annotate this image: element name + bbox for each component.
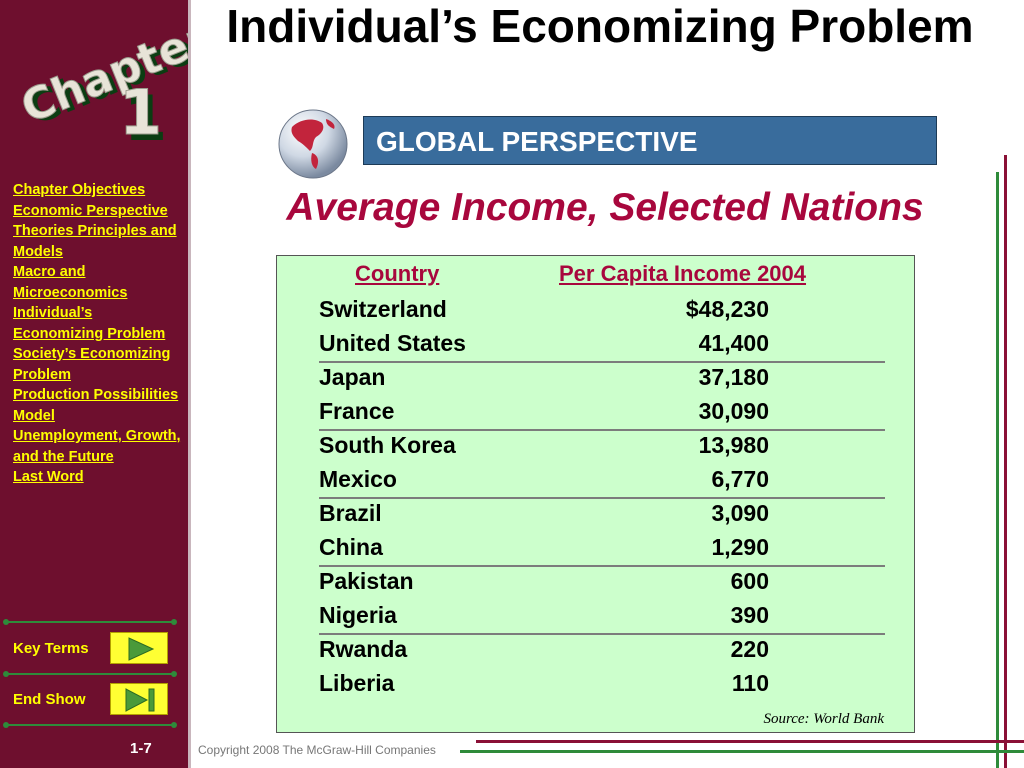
table-row: Japan 37,180 [319,360,769,394]
nav-theories-principles-models[interactable]: Theories Principles and Models [13,223,177,260]
income-cell: 220 [730,636,769,662]
sidebar-divider [3,671,177,677]
copyright: Copyright 2008 The McGraw-Hill Companies [198,743,436,757]
chapter-number: 1 [119,76,162,149]
end-show-label: End Show [13,691,86,708]
global-perspective-banner: GLOBAL PERSPECTIVE [363,116,937,165]
country-cell: Switzerland [319,296,447,322]
table-row: South Korea 13,980 [319,428,769,462]
decor-line-maroon [1004,155,1007,768]
sidebar-rule [188,0,191,768]
column-header-income: Per Capita Income 2004 [559,261,807,286]
nav-economic-perspective[interactable]: Economic Perspective [13,202,168,219]
sidebar-divider [3,722,177,728]
key-terms-button[interactable] [110,632,168,664]
income-cell: 30,090 [698,398,769,424]
end-show-icon [125,688,155,712]
chapter-logo: Chapter Chapter 1 1 [14,12,188,155]
decor-line-maroon-h [476,740,1024,743]
country-cell: Mexico [319,466,397,492]
country-cell: Rwanda [319,636,408,662]
table-row: China 1,290 [319,530,769,564]
country-cell: Brazil [319,500,382,526]
table-row: United States 41,400 [319,326,769,360]
chapter-number-shadow: 1 [124,82,167,155]
nav-individuals-problem[interactable]: Individual’s Economizing Problem [13,305,166,342]
nav-macro-micro[interactable]: Macro and Microeconomics [13,264,128,301]
column-header-country: Country [355,261,440,286]
country-cell: South Korea [319,432,456,458]
table-row: Mexico 6,770 [319,462,769,496]
play-triangle-icon [128,637,155,661]
sidebar: Chapter Chapter 1 1 Chapter Objectives E… [0,0,188,768]
key-terms-label: Key Terms [13,640,89,657]
table-row: Liberia 110 [319,666,769,700]
nav-chapter-objectives[interactable]: Chapter Objectives [13,182,146,198]
country-cell: France [319,398,395,424]
income-cell: 390 [730,602,769,628]
table-row: Nigeria 390 [319,598,769,632]
nav-societys-problem[interactable]: Society’s Economizing Problem [13,346,171,383]
table-row: Switzerland $48,230 [319,292,769,326]
decor-line-green [996,172,999,768]
row-divider [319,497,885,499]
table-row: Pakistan 600 [319,564,769,598]
country-cell: China [319,534,383,560]
source-note: Source: World Bank [763,711,884,727]
decor-line-green-h [460,750,1024,753]
income-cell: 13,980 [698,432,769,458]
slide-subtitle: Average Income, Selected Nations [286,186,924,229]
row-divider [319,633,885,635]
income-cell: 41,400 [698,330,769,356]
income-cell: 1,290 [711,534,769,560]
sidebar-divider [3,619,177,625]
nav-production-possibilities[interactable]: Production Possibilities Model [13,387,179,424]
nav-last-word[interactable]: Last Word [13,469,84,485]
income-cell: $48,230 [685,296,769,322]
country-cell: Japan [319,364,386,390]
slide-title: Individual’s Economizing Problem [226,0,974,52]
globe-icon [278,109,348,179]
row-divider [319,429,885,431]
chapter-nav: Chapter Objectives Economic Perspective … [13,180,185,488]
income-cell: 3,090 [711,500,769,526]
row-divider [319,565,885,567]
income-cell: 110 [731,670,769,696]
country-cell: United States [319,330,466,356]
country-cell: Nigeria [319,602,397,628]
country-cell: Liberia [319,670,395,696]
table-row: France 30,090 [319,394,769,428]
income-cell: 6,770 [711,466,769,492]
page-number: 1-7 [130,740,152,757]
row-divider [319,361,885,363]
table-row: Rwanda 220 [319,632,769,666]
income-table: Country Per Capita Income 2004 Switzerla… [276,255,915,733]
country-cell: Pakistan [319,568,414,594]
nav-unemployment-growth[interactable]: Unemployment, Growth, and the Future [13,428,181,465]
table-row: Brazil 3,090 [319,496,769,530]
income-cell: 37,180 [698,364,769,390]
income-cell: 600 [730,568,769,594]
end-show-button[interactable] [110,683,168,715]
